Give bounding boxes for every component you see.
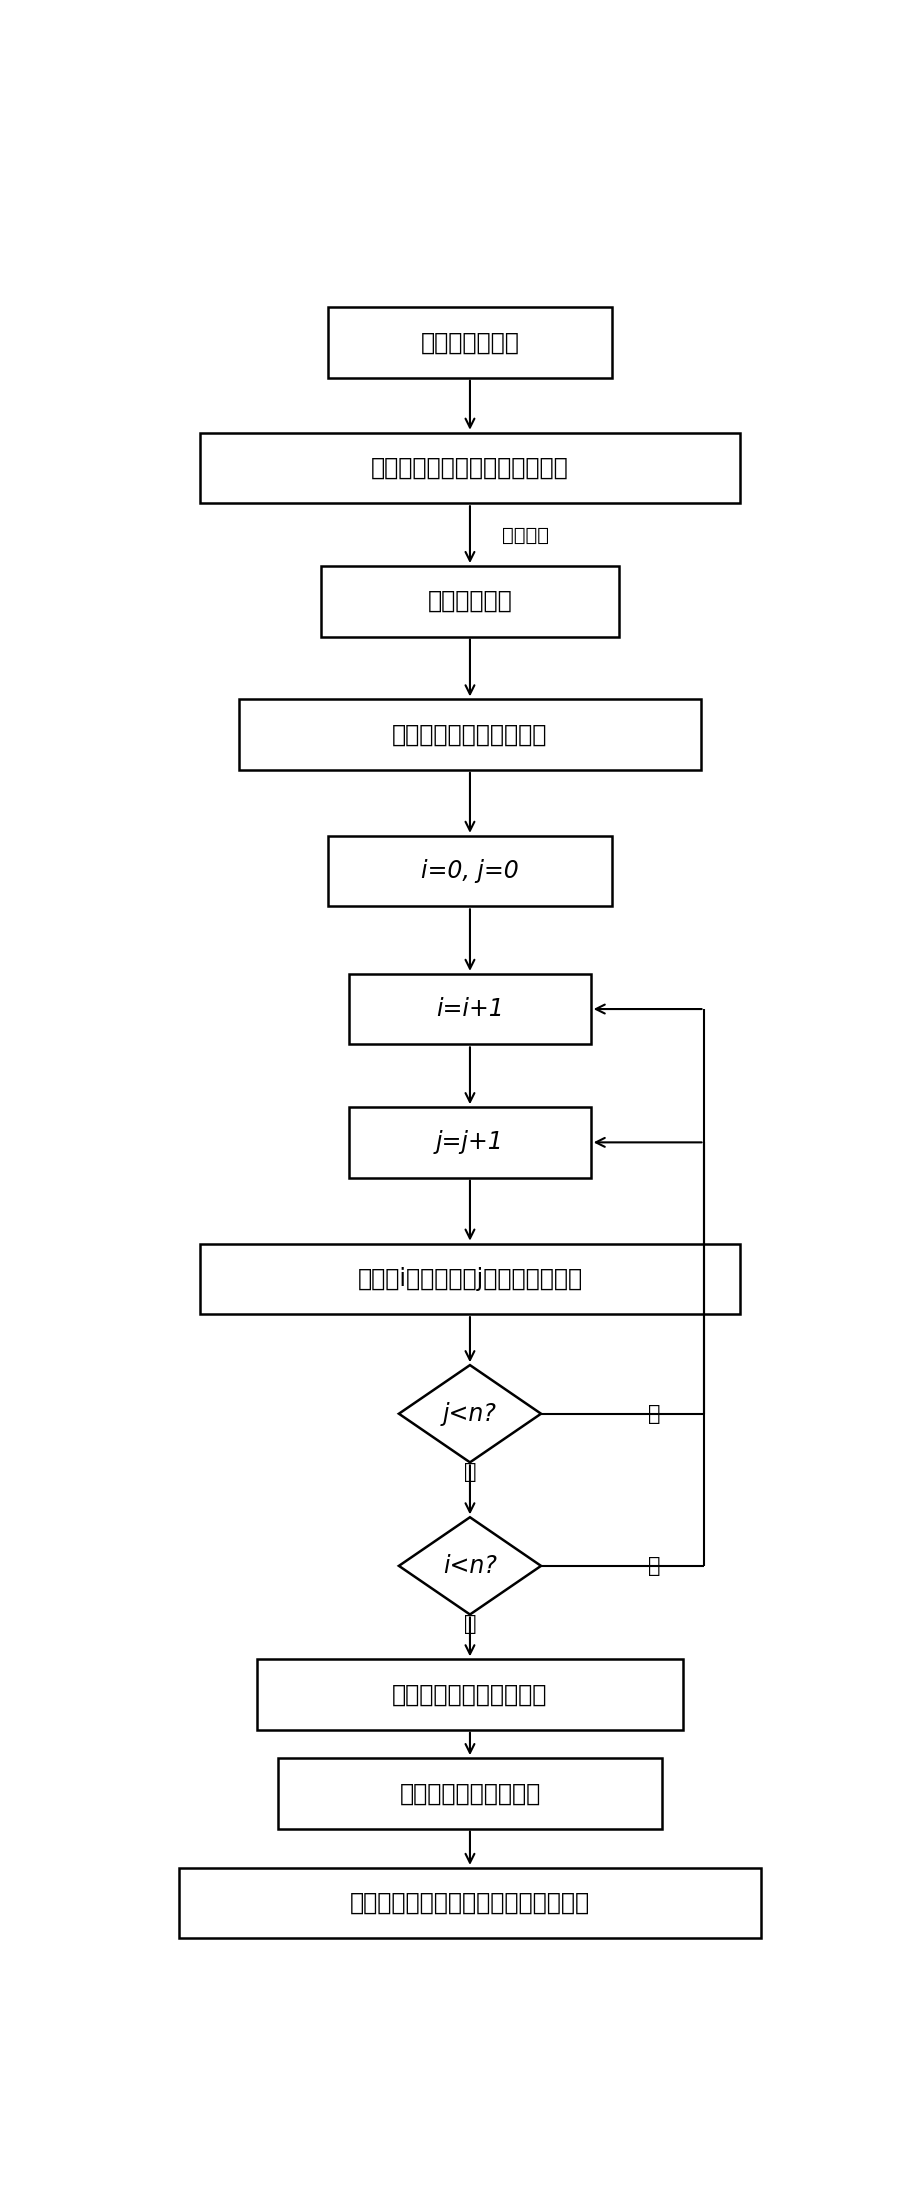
Text: 判断同调系统并进行分群: 判断同调系统并进行分群 xyxy=(392,1683,547,1707)
FancyBboxPatch shape xyxy=(328,836,613,906)
FancyBboxPatch shape xyxy=(200,1243,740,1313)
Text: i=i+1: i=i+1 xyxy=(436,997,503,1021)
Text: 计算广义作用量: 计算广义作用量 xyxy=(421,330,519,354)
FancyBboxPatch shape xyxy=(349,975,591,1045)
Text: j=j+1: j=j+1 xyxy=(436,1131,503,1155)
Text: 得到多动力学系统模型的同调等值模型: 得到多动力学系统模型的同调等值模型 xyxy=(350,1892,590,1916)
Text: 否: 否 xyxy=(464,1461,476,1483)
Polygon shape xyxy=(399,1364,541,1463)
FancyBboxPatch shape xyxy=(200,433,740,504)
FancyBboxPatch shape xyxy=(179,1868,761,1938)
Text: 是: 是 xyxy=(648,1404,661,1423)
Text: i<n?: i<n? xyxy=(443,1553,497,1577)
FancyBboxPatch shape xyxy=(239,700,701,770)
FancyBboxPatch shape xyxy=(349,1107,591,1177)
Text: j<n?: j<n? xyxy=(443,1401,497,1426)
Text: 建立基于广义作用量的同调判据: 建立基于广义作用量的同调判据 xyxy=(371,455,569,480)
FancyBboxPatch shape xyxy=(321,565,619,636)
Text: i=0, j=0: i=0, j=0 xyxy=(421,858,519,882)
Text: 建立简化判据: 建立简化判据 xyxy=(427,590,513,614)
Text: 根据简化判据定义差异度: 根据简化判据定义差异度 xyxy=(392,722,547,746)
FancyBboxPatch shape xyxy=(278,1758,662,1828)
Text: 能量守恒: 能量守恒 xyxy=(502,526,549,546)
Text: 计算同调系统聚合参数: 计算同调系统聚合参数 xyxy=(399,1782,541,1806)
Text: 计算第i个系统与第j个系统的差异度: 计算第i个系统与第j个系统的差异度 xyxy=(358,1267,582,1291)
FancyBboxPatch shape xyxy=(257,1659,683,1729)
Text: 是: 是 xyxy=(648,1555,661,1575)
Polygon shape xyxy=(399,1518,541,1615)
FancyBboxPatch shape xyxy=(328,308,613,378)
Text: 否: 否 xyxy=(464,1615,476,1635)
